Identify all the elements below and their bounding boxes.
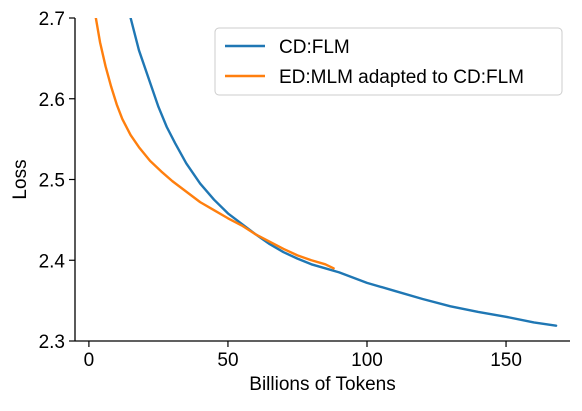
x-tick-label: 150: [490, 350, 522, 371]
series-lines: [94, 18, 558, 327]
y-axis-title: Loss: [10, 159, 31, 199]
legend-box: [214, 27, 563, 96]
x-axis-title: Billions of Tokens: [249, 374, 395, 395]
x-tick-label: 100: [351, 350, 383, 371]
series-line-cd-flm: [129, 18, 558, 327]
y-tick-label: 2.7: [39, 9, 65, 30]
x-tick-label: 0: [84, 350, 95, 371]
x-tick-label: 50: [217, 350, 238, 371]
legend-label-ed-mlm-adapted: ED:MLM adapted to CD:FLM: [279, 67, 524, 88]
y-tick-label: 2.4: [39, 251, 66, 272]
y-tick-label: 2.5: [39, 171, 65, 192]
tick-labels: 0 50 100 150 2.3 2.4 2.5 2.6 2.7: [39, 9, 522, 371]
tick-marks: [69, 17, 507, 347]
legend: CD:FLM ED:MLM adapted to CD:FLM: [214, 27, 563, 96]
series-line-ed-mlm-adapted: [94, 18, 335, 270]
legend-label-cd-flm: CD:FLM: [279, 37, 350, 58]
y-tick-label: 2.3: [39, 332, 65, 353]
y-tick-label: 2.6: [39, 90, 65, 111]
